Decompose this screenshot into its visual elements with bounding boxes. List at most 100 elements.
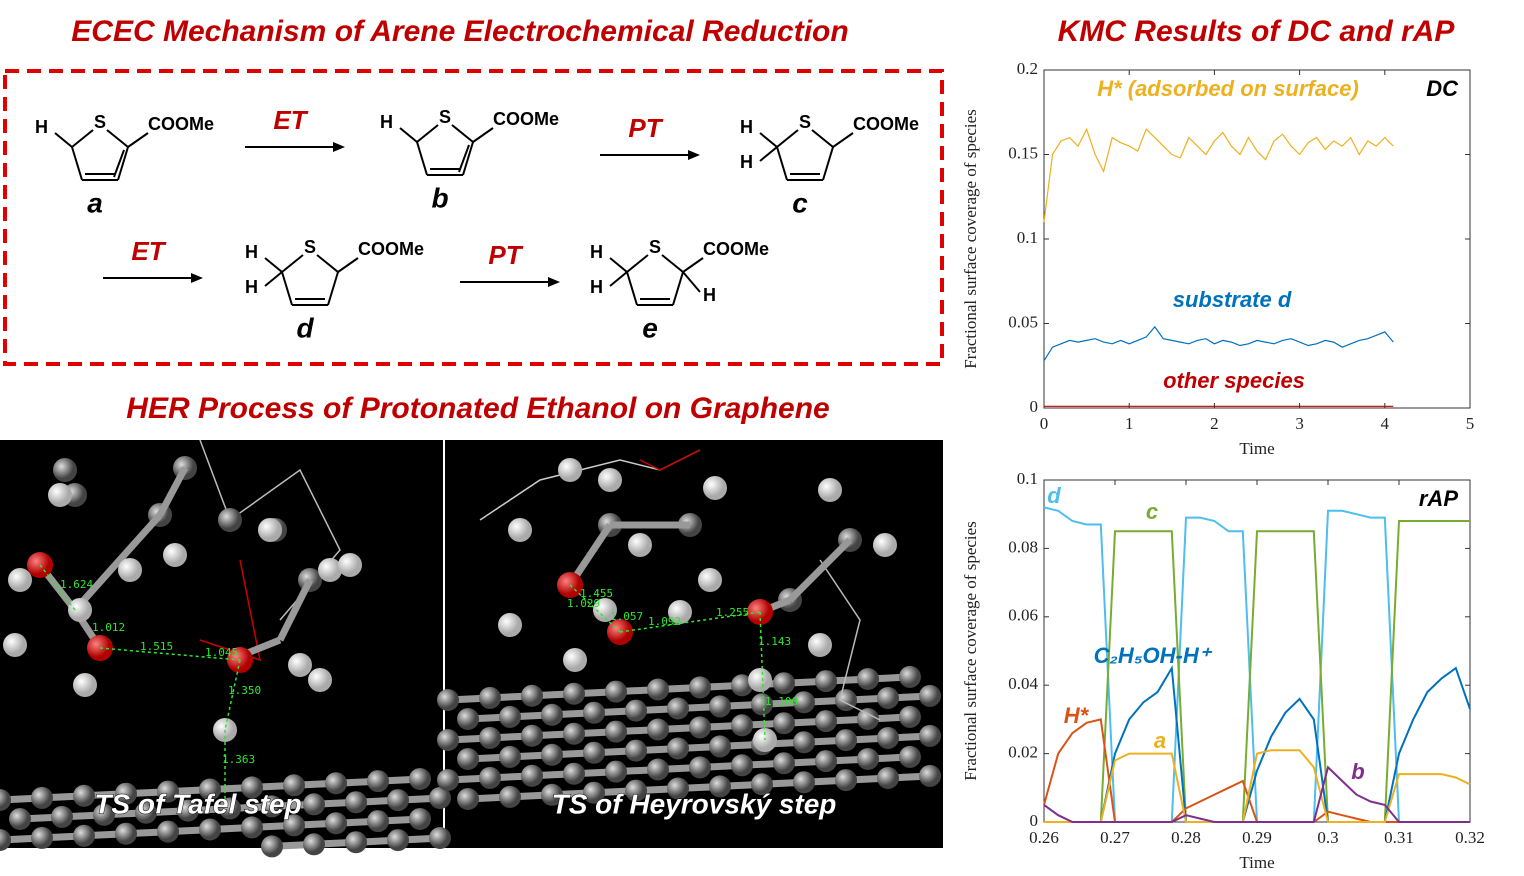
y-tick-label: 0 (1030, 397, 1039, 416)
x-tick-label: 0.29 (1242, 828, 1272, 847)
atom-label: COOMe (148, 114, 214, 134)
atom-sphere (625, 779, 647, 802)
atom-sphere (835, 729, 857, 752)
atom-label: S (94, 112, 106, 132)
atom-sphere (815, 710, 837, 733)
bond (106, 129, 129, 148)
x-tick-label: 0.27 (1100, 828, 1130, 847)
step-label: PT (488, 240, 523, 270)
atom-sphere (857, 748, 879, 770)
series-line (1044, 664, 1471, 823)
atom-sphere (541, 703, 563, 726)
atom-sphere (499, 745, 521, 768)
atom-sphere (115, 782, 137, 805)
atom-sphere (345, 791, 367, 814)
bond (71, 129, 94, 148)
atom-sphere (199, 778, 221, 801)
atom-sphere (457, 788, 479, 810)
atom-sphere (48, 483, 72, 507)
atom-sphere (135, 801, 157, 824)
bond (127, 132, 149, 148)
distance-label: 1.092 (648, 615, 681, 628)
atom-sphere (583, 701, 605, 724)
atom-sphere (667, 697, 689, 720)
atom-sphere (261, 795, 283, 818)
atom-sphere (628, 533, 652, 557)
atom-sphere (303, 793, 325, 816)
atom-sphere (899, 665, 921, 688)
atom-sphere (605, 680, 627, 703)
atom-sphere (73, 824, 95, 847)
x-tick-label: 0.28 (1171, 828, 1201, 847)
atom-sphere (583, 781, 605, 804)
atom-sphere (815, 670, 837, 693)
atom-sphere (857, 668, 879, 690)
distance-label: 1.012 (92, 621, 125, 634)
y-tick-label: 0.08 (1008, 537, 1038, 556)
atom-sphere (325, 812, 347, 835)
atom-sphere (647, 718, 669, 741)
atom-sphere (773, 712, 795, 735)
atom-sphere (667, 777, 689, 800)
atom-sphere (668, 600, 692, 624)
distance-label: 1.057 (610, 610, 643, 623)
atom-sphere (68, 598, 92, 622)
atom-sphere (563, 682, 585, 705)
atom-sphere (479, 766, 501, 789)
atom-sphere (857, 708, 879, 730)
atom-sphere (563, 722, 585, 745)
series-label: H* (1064, 703, 1090, 728)
atom-sphere (345, 831, 367, 854)
atom-sphere (709, 735, 731, 758)
atom-sphere (698, 568, 722, 592)
bond (416, 124, 439, 143)
atom-sphere (751, 693, 773, 716)
chart: 0 1 2 3 4 5 0 0.05 0.1 0.15 0.2 Time Fractional surf… (961, 59, 1474, 458)
chart-title: DC (1426, 76, 1459, 101)
series-label: C₂H₅OH-H⁺ (1094, 643, 1213, 668)
series-line (1043, 765, 1470, 823)
x-tick-label: 2 (1210, 414, 1219, 433)
compound-label: c (792, 187, 808, 218)
atom-sphere (709, 695, 731, 718)
x-axis-label: Time (1239, 439, 1274, 458)
atom-label: H (35, 117, 48, 137)
atom-sphere (748, 668, 772, 692)
bond-stick (72, 512, 163, 613)
x-tick-label: 1 (1125, 414, 1134, 433)
series-line (1044, 520, 1470, 823)
series-label: b (1351, 759, 1364, 784)
series-label: a (1154, 728, 1166, 753)
bond (416, 141, 428, 176)
atom-sphere (773, 672, 795, 695)
bond (626, 254, 649, 273)
atom-label: H (740, 117, 753, 137)
atom-sphere (541, 783, 563, 806)
bond (71, 146, 83, 181)
y-tick-label: 0.2 (1017, 59, 1038, 78)
bond (54, 132, 73, 148)
atom-sphere (261, 835, 283, 858)
atom-sphere (899, 745, 921, 768)
atom-sphere (3, 633, 27, 657)
series-line (1044, 749, 1471, 823)
bond (609, 271, 628, 287)
atom-label: H (590, 242, 603, 262)
atom-label: H (590, 277, 603, 297)
atom-sphere (499, 705, 521, 728)
atom-sphere (508, 518, 532, 542)
atom-sphere (308, 668, 332, 692)
bond (337, 257, 359, 273)
atom-label: S (799, 112, 811, 132)
atom-label: H (380, 112, 393, 132)
kmc-title: KMC Results of DC and rAP (1058, 15, 1456, 48)
atom-sphere (199, 818, 221, 841)
bond (759, 132, 778, 148)
x-tick-label: 0.26 (1029, 828, 1059, 847)
series-label: H* (adsorbed on surface) (1097, 76, 1359, 101)
scheme-box (3, 69, 944, 366)
atom-sphere (689, 676, 711, 699)
atom-sphere (731, 754, 753, 777)
atom-sphere (605, 720, 627, 743)
atom-sphere (919, 724, 941, 747)
